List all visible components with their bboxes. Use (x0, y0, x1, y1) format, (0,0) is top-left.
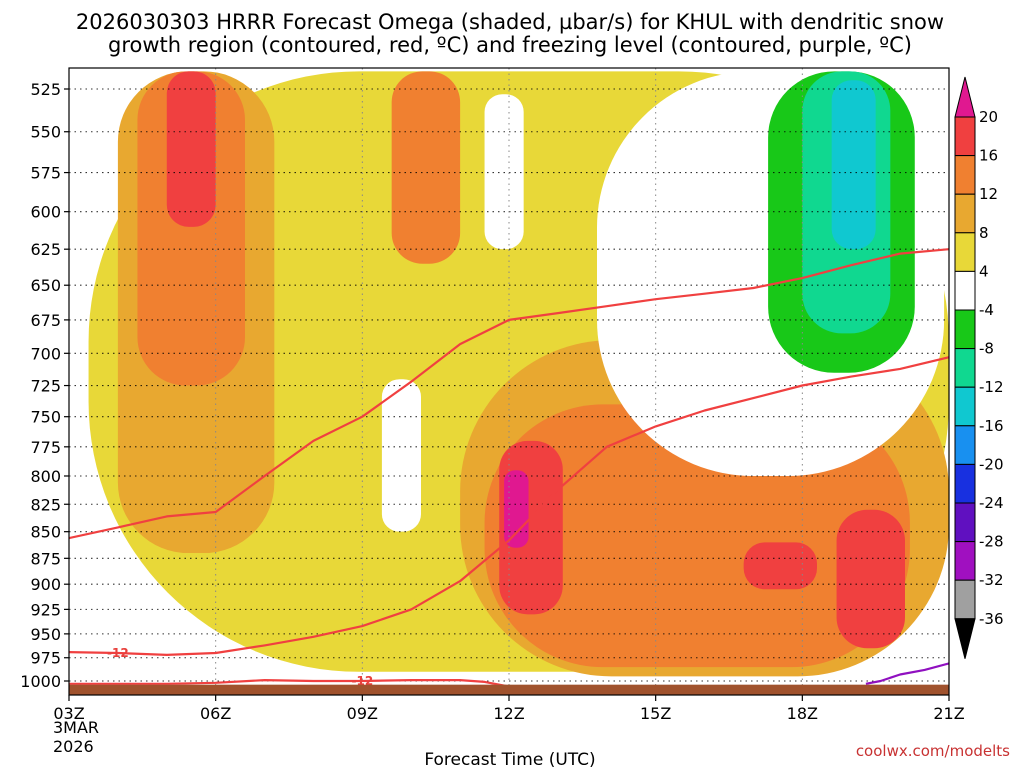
x-tick-label-4: 15Z (640, 704, 671, 723)
x-tick-label-0: 03Z (53, 704, 84, 723)
x-tick-label-3: 12Z (493, 704, 524, 723)
colorbar-label-9: -20 (979, 455, 1004, 473)
y-tick-label-14: 875 (30, 549, 61, 568)
colorbar-swatch-2 (954, 155, 976, 195)
omega-region-12 (484, 94, 524, 250)
x-axis-title: Forecast Time (UTC) (424, 750, 595, 768)
colorbar-label-1: 16 (979, 147, 998, 165)
y-tick-label-12: 825 (30, 495, 61, 514)
y-tick-label-17: 950 (30, 625, 61, 644)
colorbar-label-5: -4 (979, 301, 994, 319)
ground-terrain (69, 684, 949, 695)
omega-region-11 (381, 379, 421, 532)
omega-region-16 (831, 80, 876, 250)
y-tick-label-11: 800 (30, 467, 61, 486)
x-tick-label-5: 18Z (787, 704, 818, 723)
y-tick-label-7: 700 (30, 344, 61, 363)
y-tick-label-15: 900 (30, 575, 61, 594)
colorbar-swatch-1 (954, 116, 976, 157)
y-tick-label-3: 600 (30, 203, 61, 222)
chart-title-line-2: growth region (contoured, red, ºC) and f… (108, 33, 912, 57)
y-tick-label-5: 650 (30, 276, 61, 295)
colorbar-swatch-6 (954, 309, 976, 350)
colorbar-swatch-12 (954, 541, 976, 581)
contour-label-2: -12 (351, 674, 373, 688)
colorbar-swatch-11 (954, 502, 976, 543)
contour-line-3 (865, 662, 949, 685)
y-tick-label-8: 725 (30, 377, 61, 396)
y-tick-label-18: 975 (30, 649, 61, 668)
colorbar-swatch-4 (954, 232, 976, 272)
colorbar-swatch-7 (954, 348, 976, 388)
omega-region-3 (166, 71, 216, 227)
colorbar-label-2: 12 (979, 185, 998, 203)
omega-region-2 (137, 71, 245, 386)
colorbar-label-8: -16 (979, 417, 1004, 435)
omega-region-4 (391, 71, 461, 264)
colorbar-swatch-8 (954, 386, 976, 427)
omega-shading (88, 71, 949, 677)
colorbar-label-11: -28 (979, 533, 1004, 551)
colorbar-label-6: -8 (979, 340, 994, 358)
omega-region-10 (743, 542, 817, 590)
plot-area: -12 -12 (69, 68, 949, 695)
x-axis: 03Z 06Z 09Z 12Z 15Z 18Z 21Z (53, 695, 965, 723)
contour-line-0 (69, 248, 949, 540)
colorbar-swatch-13 (954, 579, 976, 620)
x-tick-label-6: 21Z (933, 704, 964, 723)
x-start-year-label: 2026 (53, 737, 94, 756)
y-tick-label-1: 550 (30, 123, 61, 142)
temperature-contours: -12 -12 (69, 248, 949, 688)
y-tick-label-0: 525 (30, 80, 61, 99)
colorbar-label-12: -32 (979, 571, 1004, 589)
y-tick-label-13: 850 (30, 523, 61, 542)
y-tick-label-9: 750 (30, 408, 61, 427)
colorbar-swatch-5 (954, 270, 976, 311)
colorbar-bottom-arrow (954, 618, 976, 659)
y-tick-label-4: 625 (30, 240, 61, 259)
y-axis: 525 550 575 600 625 650 675 700 725 750 775 800 825 8… (20, 80, 69, 691)
credit-text: coolwx.com/modelts (856, 742, 1010, 760)
colorbar-swatch-10 (954, 463, 976, 504)
contour-line-1 (69, 356, 949, 656)
y-tick-label-19: 1000 (20, 672, 61, 691)
omega-region-8 (504, 470, 529, 548)
x-tick-label-2: 09Z (347, 704, 378, 723)
colorbar-label-4: 4 (979, 262, 989, 280)
omega-region-9 (836, 509, 905, 649)
x-tick-label-1: 06Z (200, 704, 231, 723)
y-tick-label-10: 775 (30, 438, 61, 457)
y-tick-label-16: 925 (30, 600, 61, 619)
colorbar-top-arrow (954, 76, 976, 118)
colorbar-swatch-3 (954, 193, 976, 234)
y-tick-label-2: 575 (30, 164, 61, 183)
colorbar-swatch-9 (954, 425, 976, 465)
chart-title-line-1: 2026030303 HRRR Forecast Omega (shaded, … (76, 10, 944, 34)
colorbar-label-13: -36 (979, 610, 1004, 628)
colorbar-label-7: -12 (979, 378, 1004, 396)
x-start-day-label: 3MAR (53, 718, 99, 737)
colorbar: 20 16 12 8 4 -4 -8 -12 -16 -20 -24 -28 -32 -36 (954, 76, 1004, 659)
colorbar-label-0: 20 (979, 108, 998, 126)
contour-label-1: -12 (107, 646, 129, 660)
colorbar-label-10: -24 (979, 494, 1004, 512)
colorbar-label-3: 8 (979, 224, 989, 242)
y-tick-label-6: 675 (30, 311, 61, 330)
contour-line-2 (69, 679, 510, 688)
